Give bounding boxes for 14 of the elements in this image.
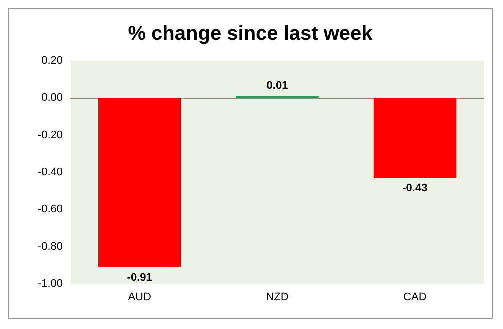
x-tick-label: AUD xyxy=(128,292,152,304)
x-tick-label: CAD xyxy=(404,292,427,304)
y-tick-label: -0.40 xyxy=(38,166,63,178)
x-tick-label: NZD xyxy=(266,292,289,304)
y-tick-label: -1.00 xyxy=(38,278,63,290)
data-label: -0.91 xyxy=(127,272,152,284)
y-tick-label: 0.00 xyxy=(42,92,63,104)
y-tick-label: -0.20 xyxy=(38,129,63,142)
y-tick-label: -0.60 xyxy=(38,204,63,216)
y-tick-label: -0.80 xyxy=(38,240,63,253)
data-label: 0.01 xyxy=(266,80,288,92)
y-tick-label: 0.20 xyxy=(42,55,63,67)
chart-title: % change since last week xyxy=(128,23,374,45)
data-label: -0.43 xyxy=(402,182,428,195)
